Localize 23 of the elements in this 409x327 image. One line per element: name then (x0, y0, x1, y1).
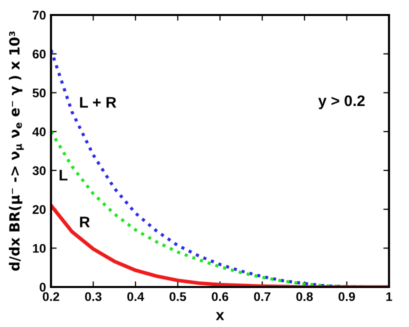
y-axis-title: d/dx BR(μ⁻ -> ν$_{μ}$ ν$_{e}$ e⁻ γ ) x 10³ (8, 31, 24, 271)
x-tick-label: 0.6 (212, 292, 228, 302)
series-label: L + R (80, 97, 116, 108)
annotation: y > 0.2 (318, 95, 365, 110)
x-tick-label: 0.5 (170, 292, 186, 302)
series-label: L (60, 170, 68, 180)
y-tick-label: 50 (32, 88, 46, 98)
y-tick-label: 20 (32, 205, 46, 214)
x-axis-title: x (216, 312, 224, 320)
x-tick-label: 0.3 (85, 292, 102, 302)
x-tick-label: 0.7 (254, 292, 270, 302)
y-tick-label: 0 (40, 282, 46, 292)
y-tick-label: 10 (33, 244, 46, 253)
y-tick-label: 70 (32, 10, 46, 20)
y-tick-label: 40 (32, 127, 46, 136)
x-tick-label: 0.9 (338, 292, 355, 302)
x-tick-label: 1 (386, 292, 392, 301)
x-tick-label: 0.2 (42, 292, 60, 302)
y-tick-label: 30 (32, 166, 46, 176)
series-label: R (80, 216, 90, 228)
x-tick-label: 0.8 (296, 292, 313, 302)
x-tick-label: 0.4 (127, 292, 144, 302)
y-tick-label: 60 (32, 50, 46, 59)
